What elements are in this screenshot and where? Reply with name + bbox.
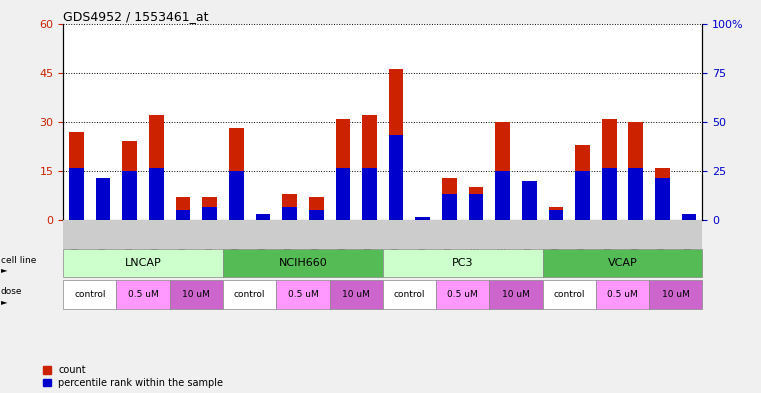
Bar — [149, 115, 164, 220]
Bar — [176, 197, 190, 220]
Bar — [202, 197, 217, 220]
Text: dose: dose — [1, 287, 22, 296]
Bar — [176, 210, 190, 220]
Bar — [282, 194, 297, 220]
Bar — [123, 141, 137, 220]
Bar — [682, 213, 696, 220]
Bar — [389, 70, 403, 220]
Bar — [442, 194, 457, 220]
Bar — [655, 168, 670, 220]
Bar — [629, 168, 643, 220]
Text: control: control — [74, 290, 106, 299]
Bar — [682, 213, 696, 220]
Text: 10 uM: 10 uM — [662, 290, 689, 299]
Bar — [96, 178, 110, 220]
Bar — [96, 178, 110, 220]
Text: ►: ► — [1, 297, 8, 306]
Bar — [69, 132, 84, 220]
Bar — [469, 194, 483, 220]
Bar — [229, 129, 244, 220]
Bar — [336, 168, 350, 220]
Bar — [362, 168, 377, 220]
Bar — [655, 178, 670, 220]
Legend: count, percentile rank within the sample: count, percentile rank within the sample — [43, 365, 224, 388]
Text: 10 uM: 10 uM — [502, 290, 530, 299]
Bar — [256, 213, 270, 220]
Bar — [229, 171, 244, 220]
Bar — [416, 217, 430, 220]
Text: control: control — [393, 290, 425, 299]
Bar — [309, 197, 323, 220]
Bar — [309, 210, 323, 220]
Bar — [495, 122, 510, 220]
Text: 10 uM: 10 uM — [342, 290, 370, 299]
Bar — [602, 168, 616, 220]
Bar — [69, 168, 84, 220]
Bar — [362, 115, 377, 220]
Text: 0.5 uM: 0.5 uM — [607, 290, 638, 299]
Bar — [602, 119, 616, 220]
Text: NCIH660: NCIH660 — [279, 258, 327, 268]
Bar — [389, 135, 403, 220]
Bar — [336, 119, 350, 220]
Text: GDS4952 / 1553461_at: GDS4952 / 1553461_at — [63, 10, 209, 23]
Text: cell line: cell line — [1, 255, 36, 264]
Bar — [522, 194, 537, 220]
Text: LNCAP: LNCAP — [125, 258, 161, 268]
Bar — [442, 178, 457, 220]
Text: 0.5 uM: 0.5 uM — [288, 290, 318, 299]
Bar — [202, 207, 217, 220]
Text: PC3: PC3 — [452, 258, 473, 268]
Text: control: control — [234, 290, 266, 299]
Bar — [575, 171, 590, 220]
Bar — [256, 213, 270, 220]
Text: ►: ► — [1, 266, 8, 274]
Text: control: control — [553, 290, 585, 299]
Text: 10 uM: 10 uM — [183, 290, 210, 299]
Text: 0.5 uM: 0.5 uM — [447, 290, 478, 299]
Text: 0.5 uM: 0.5 uM — [128, 290, 158, 299]
Bar — [549, 207, 563, 220]
Bar — [123, 171, 137, 220]
Bar — [495, 171, 510, 220]
Text: VCAP: VCAP — [607, 258, 638, 268]
Bar — [416, 217, 430, 220]
Bar — [549, 210, 563, 220]
Bar — [629, 122, 643, 220]
Bar — [522, 181, 537, 220]
Bar — [469, 187, 483, 220]
Bar — [282, 207, 297, 220]
Bar — [149, 168, 164, 220]
Bar — [575, 145, 590, 220]
